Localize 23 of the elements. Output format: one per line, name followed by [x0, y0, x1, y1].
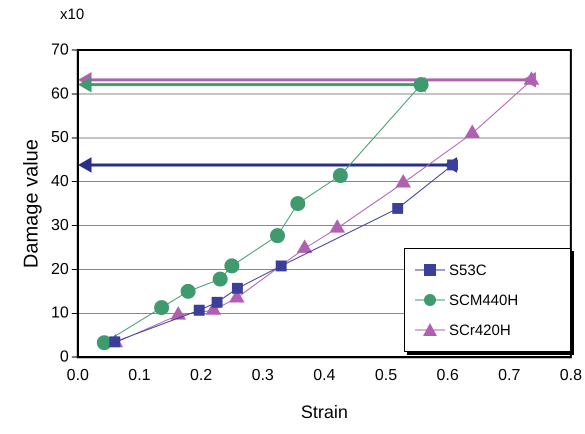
y-tick-label: 0 — [60, 348, 69, 366]
x-axis-title: Strain — [300, 402, 348, 422]
x-tick-label: 0.7 — [498, 367, 520, 384]
x-tick-label: 0.2 — [190, 367, 212, 384]
y-tick-label: 20 — [51, 260, 69, 278]
y-tick-label: 40 — [51, 173, 69, 190]
y-tick-label: 50 — [51, 129, 69, 146]
legend-label: SCM440H — [449, 292, 518, 308]
y-tick-label: 30 — [51, 216, 69, 234]
y-tick-label: 70 — [51, 41, 69, 58]
x-tick-label: 0.0 — [66, 367, 90, 384]
x-tick-label: 0.5 — [374, 367, 398, 384]
y-tick-label: 10 — [51, 304, 69, 322]
y-axis-title: Damage value — [20, 139, 43, 268]
legend-label: S53C — [449, 262, 487, 278]
x-tick-label: 0.8 — [560, 367, 582, 384]
text: x10 — [60, 6, 84, 23]
x-tick-label: 0.4 — [313, 367, 336, 384]
x-tick-label: 0.1 — [128, 367, 151, 384]
x-tick-label: 0.6 — [436, 367, 459, 384]
y-tick-label: 60 — [51, 85, 69, 102]
legend-label: SCr420H — [449, 322, 511, 338]
x-tick-label: 0.3 — [252, 367, 274, 384]
